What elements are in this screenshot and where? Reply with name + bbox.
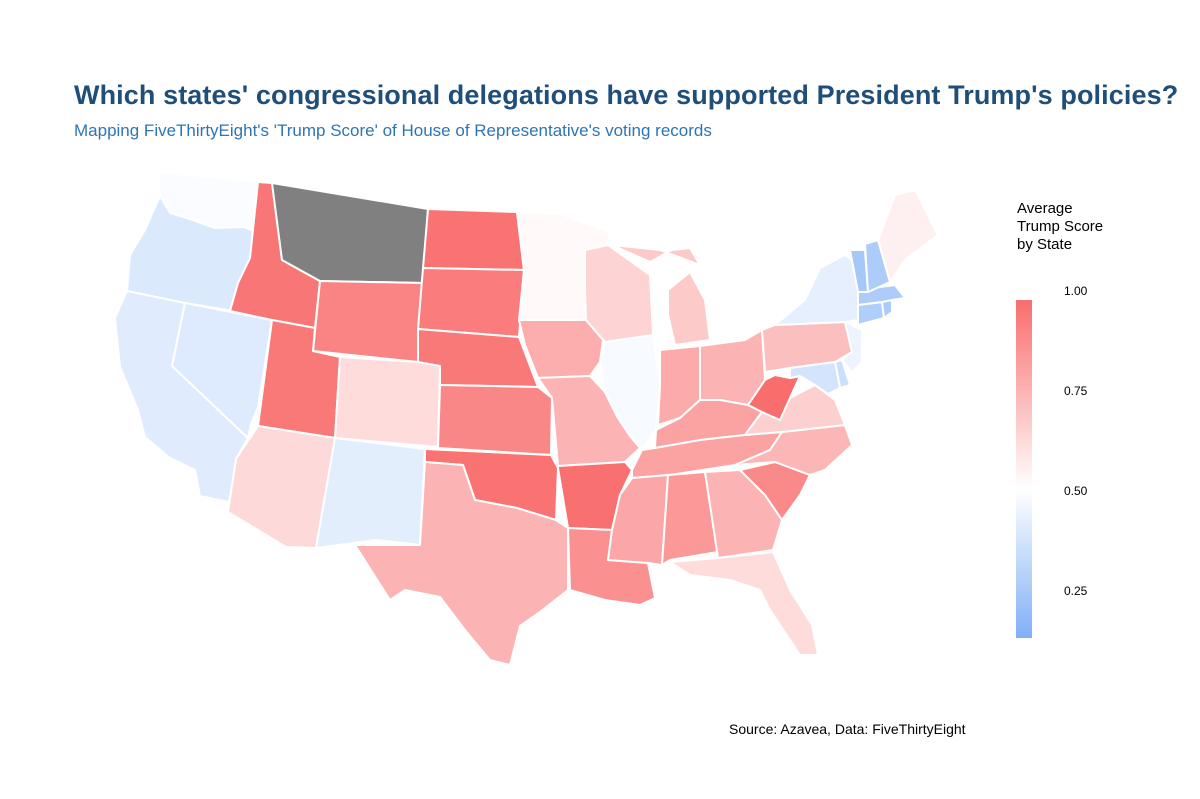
- state-NM[interactable]: [315, 437, 426, 549]
- legend-tick-label: 0.75: [1064, 384, 1088, 398]
- state-WY[interactable]: [312, 280, 424, 363]
- legend-tick-label: 1.00: [1064, 284, 1088, 298]
- legend-title: Average Trump Score by State: [1017, 200, 1103, 254]
- state-ME[interactable]: [877, 189, 939, 283]
- state-NC[interactable]: [734, 424, 853, 476]
- legend-tick-label: 0.50: [1064, 484, 1088, 498]
- legend-title-line: by State: [1017, 236, 1073, 253]
- state-IL[interactable]: [599, 334, 661, 451]
- source-caption: Source: Azavea, Data: FiveThirtyEight: [729, 721, 966, 737]
- state-NJ[interactable]: [841, 321, 863, 373]
- state-NY[interactable]: [774, 254, 859, 326]
- map-title: Which states' congressional delegations …: [74, 80, 1179, 110]
- legend-color-bar: [1016, 300, 1032, 638]
- state-CO[interactable]: [334, 356, 441, 448]
- state-KS[interactable]: [437, 384, 553, 456]
- state-MI[interactable]: [611, 244, 711, 346]
- legend-title-line: Trump Score: [1017, 218, 1104, 235]
- state-MD[interactable]: [789, 361, 841, 395]
- state-MT[interactable]: [271, 182, 429, 284]
- state-TX[interactable]: [354, 461, 569, 666]
- legend-title-line: Average: [1017, 200, 1073, 217]
- state-FL[interactable]: [669, 551, 819, 656]
- map-subtitle: Mapping FiveThirtyEight's 'Trump Score' …: [74, 121, 712, 140]
- state-ND[interactable]: [422, 208, 525, 271]
- state-AL[interactable]: [661, 471, 719, 566]
- legend-tick-label: 0.25: [1064, 584, 1088, 598]
- state-SD[interactable]: [417, 267, 525, 338]
